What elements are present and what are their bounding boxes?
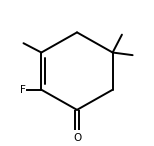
Text: F: F [20,85,26,95]
Text: O: O [73,133,81,143]
